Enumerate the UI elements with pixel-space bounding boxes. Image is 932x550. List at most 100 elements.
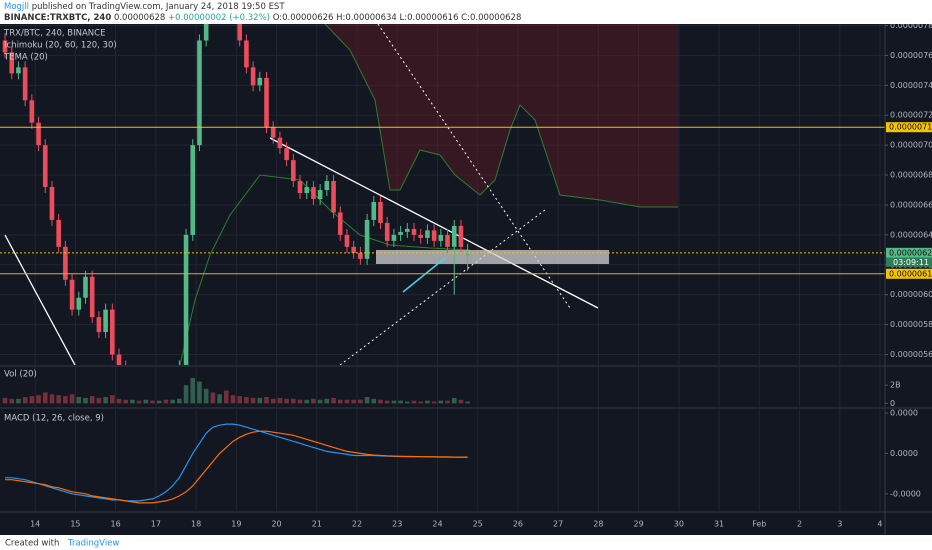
candle-body [237,24,242,41]
volume-bar [358,399,363,404]
candle-body [391,234,397,241]
candle-body [16,67,21,74]
volume-bar [364,397,370,404]
volume-bar [311,398,316,404]
candle-body [445,234,450,247]
y-tick-label: 0.0000 [890,409,918,418]
candle-body [337,212,343,235]
change: +0.00000002 (+0.32%) [168,13,270,23]
volume-panel [2,377,470,404]
published: published on TradingView.com, January 24… [32,2,286,12]
volume-bar [36,395,41,404]
ohlc: O:0.00000626 H:0.00000634 L:0.00000616 C… [273,13,522,23]
volume-bar [244,397,249,404]
header-line: Mogjll published on TradingView.com, Jan… [4,2,285,12]
volume-bar [223,390,229,404]
volume-bar [230,395,236,404]
volume-bar [49,394,55,404]
candle-body [304,187,310,194]
volume-bar [123,399,129,404]
candle-body [291,160,296,182]
volume-bar [351,399,356,404]
candle-body [324,181,330,191]
legend-macd: MACD (12, 26, close, 9) [4,414,104,424]
countdown-box [886,257,932,267]
candle-body [250,67,256,86]
volume-bar [56,395,61,404]
candle-body [311,187,316,199]
x-tick-label: 18 [191,520,201,529]
legend-volume: Vol (20) [4,370,37,380]
volume-bar [337,399,343,404]
volume-bar [458,399,464,404]
candle-body [458,225,464,247]
header-bar [0,0,932,24]
volume-bar [76,397,82,404]
price-level-label: 0.00000628 [889,248,932,257]
volume-bar [384,400,390,404]
quote: 0.00000628 [114,13,165,23]
candle-body [183,234,189,365]
volume-bar [63,396,68,404]
volume-bar [317,399,323,404]
candle-body [431,230,437,241]
volume-bar [425,400,430,404]
candle-body [425,230,430,238]
candle-body [110,309,115,355]
macd-line [5,430,468,504]
candle-body [244,40,249,68]
candle-body [411,228,417,235]
x-tick-label: 26 [513,520,523,529]
volume-bar [16,398,21,404]
x-tick-label: 28 [593,520,603,529]
candle-body [351,246,356,253]
x-tick-label: 20 [271,520,281,529]
x-tick-label: 22 [352,520,362,529]
footer-text: Created with [5,539,59,549]
y-tick-label: -0.0000 [890,489,921,498]
volume-bar [42,392,48,404]
candle-body [56,219,61,247]
volume-bar [257,397,263,404]
volume-bar [103,397,108,404]
axes: 14 15 16 17 18 19 20 21 22 23 24 25 26 27 28 29 30 31 Feb 2… [30,21,932,529]
ichimoku-cloud [325,24,678,207]
volume-bar [378,399,383,404]
candle-body [9,52,15,74]
volume-bar [291,398,296,404]
ichimoku-span [324,24,678,208]
x-tick-label: Feb [752,520,766,529]
candle-body [197,40,202,146]
candle-body [331,181,336,213]
volume-bar [270,398,276,404]
volume-bar [190,377,196,404]
x-tick-label: 23 [392,520,402,529]
volume-bar [451,397,457,404]
candle-body [451,225,457,247]
author[interactable]: Mogjll [4,2,29,12]
footer-brand[interactable]: TradingView [67,539,119,549]
candle-body [371,201,377,220]
x-tick-label: 30 [674,520,684,529]
volume-bar [331,397,336,404]
volume-bar [217,394,222,404]
legend-indicator: Ichimoku (20, 60, 120, 30) [4,41,117,51]
candle-body [2,40,8,53]
macd-panel [5,423,468,504]
trend-line [269,137,599,309]
volume-bar [418,401,424,404]
x-tick-label: 24 [432,520,442,529]
candle-body [364,219,370,259]
volume-bar [284,398,289,404]
x-tick-label: 17 [151,520,161,529]
candle-body [190,145,196,235]
price-level-box [886,247,932,258]
